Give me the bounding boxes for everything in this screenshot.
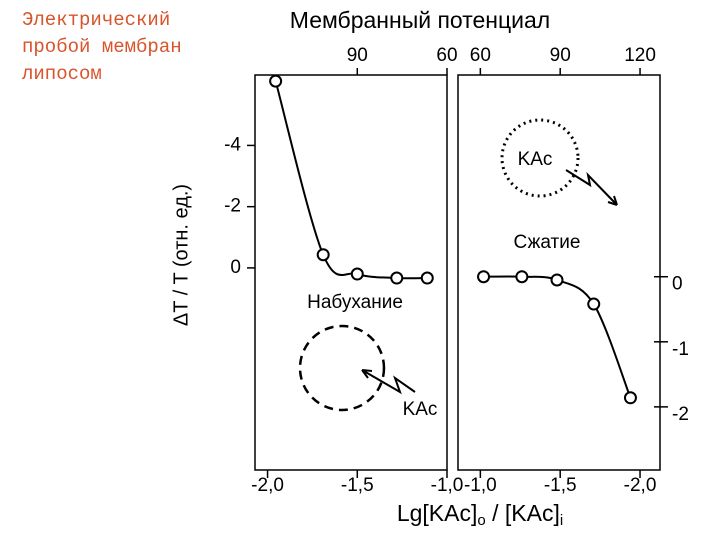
- x-tick-label: -2,0: [251, 475, 284, 496]
- data-point: [420, 271, 434, 285]
- curve: [274, 80, 428, 280]
- data-point: [350, 267, 364, 281]
- y-tick-label: -4: [224, 134, 241, 155]
- x-tick-label: -2,0: [624, 475, 657, 496]
- y-tick-label: -2: [224, 196, 241, 217]
- annotation: Сжатие: [514, 232, 581, 253]
- data-point: [477, 270, 491, 284]
- liposome-swollen: [298, 324, 386, 412]
- arrow: [565, 169, 618, 206]
- y-tick-label: -2: [672, 404, 689, 425]
- x-label-part: Lg[KAc]: [397, 500, 478, 526]
- arrow: [361, 369, 416, 395]
- data-point: [316, 248, 330, 262]
- y-tick-label: 0: [230, 257, 241, 278]
- slide-title: липосом: [22, 63, 102, 85]
- data-point: [587, 297, 601, 311]
- x-tick-label: -1,5: [341, 475, 374, 496]
- top-axis-label: Мембранный потенциал: [290, 7, 550, 33]
- y-tick-label: 0: [672, 274, 683, 295]
- panel-frame: [457, 74, 661, 471]
- data-point: [269, 74, 283, 88]
- x-tick-label: -1,5: [544, 475, 577, 496]
- top-tick-label: 60: [436, 45, 457, 66]
- annotation: KAc: [518, 149, 553, 170]
- y-axis-label: ΔT / T (отн. ед.): [170, 184, 192, 326]
- curve: [483, 275, 632, 399]
- annotation: KAc: [403, 399, 438, 420]
- x-label-sub: o: [477, 512, 485, 529]
- top-tick-label: 60: [470, 45, 491, 66]
- data-point: [515, 270, 529, 284]
- panel-frame: [254, 74, 448, 471]
- data-point: [390, 271, 404, 285]
- data-point: [623, 391, 637, 405]
- top-tick-label: 90: [347, 45, 368, 66]
- x-tick-label: -1,0: [431, 475, 464, 496]
- top-tick-label: 90: [550, 45, 571, 66]
- top-tick-label: 120: [624, 45, 656, 66]
- y-tick-label: -1: [672, 339, 689, 360]
- slide-title: Электрический: [22, 9, 170, 31]
- liposome-shrunk: [500, 118, 580, 198]
- data-point: [550, 273, 564, 287]
- x-tick-label: -1,0: [464, 475, 497, 496]
- x-label-part: / [KAc]: [486, 500, 560, 526]
- x-label-sub: i: [560, 512, 563, 529]
- slide-title: пробой мембран: [22, 36, 182, 58]
- annotation: Набухание: [307, 292, 403, 313]
- x-axis-label: Lg[KAc]o / [KAc]i: [397, 500, 563, 529]
